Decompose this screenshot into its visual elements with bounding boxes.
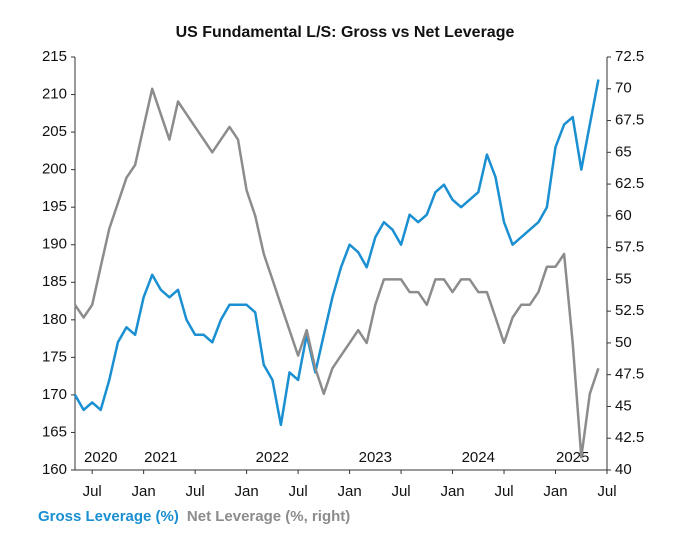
- year-label: 2023: [359, 449, 392, 466]
- y2-tick-label: 55: [615, 270, 632, 287]
- y-tick-label: 215: [42, 48, 67, 65]
- y2-tick-label: 45: [615, 397, 632, 414]
- x-tick-label: Jul: [494, 483, 513, 500]
- y-tick-label: 175: [42, 348, 67, 365]
- x-tick-label: Jul: [289, 483, 308, 500]
- y2-tick-label: 42.5: [615, 429, 644, 446]
- y2-tick-label: 72.5: [615, 48, 644, 65]
- x-tick-label: Jul: [83, 483, 102, 500]
- y-tick-label: 210: [42, 86, 67, 103]
- y-tick-label: 160: [42, 461, 67, 478]
- y2-tick-label: 70: [615, 80, 632, 97]
- year-label: 2024: [462, 449, 495, 466]
- y2-tick-label: 67.5: [615, 112, 644, 129]
- y2-tick-label: 57.5: [615, 239, 644, 256]
- y-tick-label: 185: [42, 273, 67, 290]
- y2-tick-label: 50: [615, 334, 632, 351]
- x-tick-label: Jan: [440, 483, 464, 500]
- y-tick-label: 180: [42, 311, 67, 328]
- x-tick-label: Jul: [597, 483, 616, 500]
- x-tick-label: Jan: [132, 483, 156, 500]
- year-label: 2020: [84, 449, 117, 466]
- year-label: 2021: [144, 449, 177, 466]
- year-label: 2022: [256, 449, 289, 466]
- x-tick-label: Jan: [337, 483, 361, 500]
- series-line: [73, 87, 600, 459]
- x-tick-label: Jul: [391, 483, 410, 500]
- y2-tick-label: 40: [615, 461, 632, 478]
- y2-tick-label: 65: [615, 143, 632, 160]
- y-tick-label: 165: [42, 423, 67, 440]
- y-tick-label: 200: [42, 161, 67, 178]
- y2-tick-label: 47.5: [615, 366, 644, 383]
- x-tick-label: Jul: [186, 483, 205, 500]
- y2-tick-label: 52.5: [615, 302, 644, 319]
- y-tick-label: 195: [42, 198, 67, 215]
- x-tick-label: Jan: [235, 483, 259, 500]
- series-line: [73, 79, 600, 427]
- y2-tick-label: 62.5: [615, 175, 644, 192]
- x-tick-label: Jan: [543, 483, 567, 500]
- y-tick-label: 190: [42, 236, 67, 253]
- y-tick-label: 205: [42, 123, 67, 140]
- y-tick-label: 170: [42, 386, 67, 403]
- legend-entry: Gross Leverage (%): [38, 508, 179, 525]
- chart-title: US Fundamental L/S: Gross vs Net Leverag…: [176, 24, 515, 41]
- year-label: 2025: [556, 449, 589, 466]
- y2-tick-label: 60: [615, 207, 632, 224]
- legend-entry: Net Leverage (%, right): [187, 508, 350, 525]
